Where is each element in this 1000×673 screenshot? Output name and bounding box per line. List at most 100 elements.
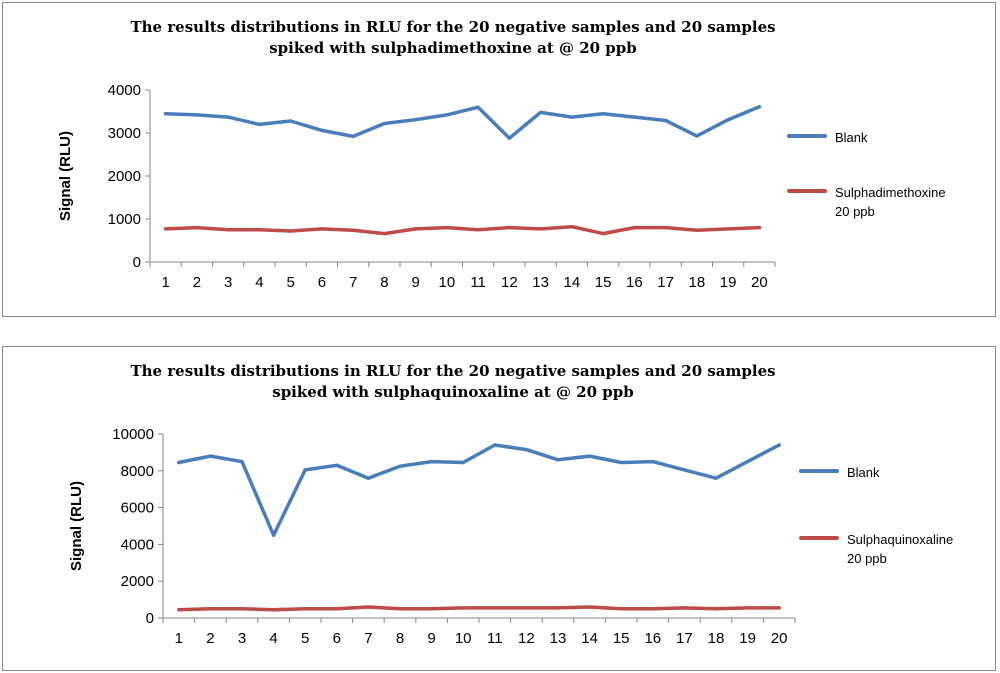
data-point	[746, 606, 750, 610]
x-tick-label: 15	[595, 274, 612, 291]
y-tick-label: 0	[146, 610, 154, 627]
data-point	[414, 118, 418, 122]
series-line-blank	[163, 105, 762, 140]
x-tick-label: 13	[550, 630, 567, 647]
data-point	[619, 460, 623, 465]
data-point	[682, 468, 687, 472]
data-point	[539, 110, 543, 114]
data-point	[601, 232, 605, 236]
x-tick-label: 20	[771, 630, 788, 647]
data-point	[366, 605, 370, 609]
x-tick-label: 11	[470, 274, 486, 291]
x-tick-label: 6	[318, 274, 326, 291]
x-tick-label: 1	[161, 274, 169, 291]
data-point	[320, 128, 324, 132]
x-tick-label: 16	[644, 630, 661, 647]
legend-label: Sulphaquinoxaline 20 ppb	[847, 530, 997, 568]
data-point	[414, 227, 418, 231]
data-point	[507, 226, 511, 230]
x-tick-label: 16	[626, 274, 643, 291]
data-point	[208, 607, 212, 611]
data-point	[757, 105, 762, 109]
x-tick-label: 5	[286, 274, 294, 291]
x-tick-label: 3	[224, 274, 232, 291]
data-point	[177, 608, 181, 612]
x-tick-label: 11	[487, 630, 503, 647]
x-tick-label: 17	[657, 274, 674, 291]
data-point	[430, 460, 434, 464]
y-axis-title: Signal (RLU)	[68, 481, 85, 571]
y-tick-label: 3000	[108, 125, 141, 142]
y-tick-label: 2000	[108, 168, 141, 185]
data-point	[226, 228, 230, 232]
data-point	[695, 134, 699, 138]
x-tick-label: 18	[708, 630, 725, 647]
y-tick-label: 4000	[121, 536, 154, 553]
x-tick-label: 9	[411, 274, 419, 291]
y-tick-label: 6000	[121, 500, 154, 517]
x-tick-label: 18	[689, 274, 706, 291]
data-point	[195, 226, 199, 230]
x-tick-label: 6	[333, 630, 341, 647]
data-point	[588, 605, 592, 609]
data-point	[445, 113, 449, 117]
x-tick-label: 5	[301, 630, 309, 647]
legend-swatch	[799, 536, 839, 540]
data-point	[493, 443, 497, 447]
data-point	[303, 607, 307, 611]
y-tick-label: 2000	[121, 573, 154, 590]
chart-title-line-2: spiked with sulphaquinoxaline at @ 20 pp…	[272, 383, 634, 401]
chart-title: The results distributions in RLU for the…	[3, 17, 903, 59]
data-point	[240, 607, 244, 611]
data-point	[430, 607, 434, 611]
data-point	[398, 464, 402, 468]
x-tick-label: 20	[751, 274, 768, 291]
data-point	[714, 607, 718, 611]
data-point	[651, 607, 655, 611]
x-tick-label: 14	[581, 630, 598, 647]
data-point	[320, 227, 324, 231]
data-point	[226, 115, 230, 119]
x-tick-label: 2	[193, 274, 201, 291]
x-tick-label: 10	[455, 630, 472, 647]
data-point	[382, 232, 386, 236]
series-line-spiked	[163, 224, 762, 236]
data-point	[726, 118, 730, 122]
chart-panel-sulphaquinoxaline: The results distributions in RLU for the…	[2, 346, 996, 671]
data-point	[257, 228, 261, 232]
data-point	[556, 606, 560, 610]
data-point	[366, 476, 370, 480]
data-point	[746, 460, 750, 464]
data-point	[335, 463, 339, 467]
data-point	[695, 228, 699, 232]
data-point	[208, 454, 212, 458]
x-tick-label: 10	[439, 274, 456, 291]
legend-swatch	[787, 134, 827, 138]
data-point	[726, 227, 730, 231]
chart-title: The results distributions in RLU for the…	[3, 361, 903, 403]
x-tick-label: 7	[349, 274, 357, 291]
x-tick-label: 19	[720, 274, 737, 291]
legend-swatch	[799, 469, 839, 473]
y-tick-label: 10000	[112, 426, 154, 443]
data-point	[664, 226, 668, 230]
x-tick-label: 14	[564, 274, 581, 291]
x-tick-label: 13	[532, 274, 549, 291]
data-point	[398, 607, 402, 611]
data-point	[164, 227, 168, 231]
legend-label-line-1: Sulphadimethoxine	[835, 185, 946, 200]
x-tick-label: 12	[501, 274, 518, 291]
data-point	[177, 460, 181, 465]
data-point	[476, 105, 480, 109]
data-point	[493, 606, 497, 610]
legend-label-line-2: 20 ppb	[835, 204, 875, 219]
data-point	[588, 454, 592, 458]
data-point	[570, 225, 574, 229]
y-tick-label: 0	[133, 254, 141, 271]
data-point	[777, 443, 781, 447]
series-line-spiked	[177, 605, 781, 612]
y-tick-label: 4000	[108, 82, 141, 99]
x-tick-label: 2	[206, 630, 214, 647]
data-point	[335, 607, 339, 611]
